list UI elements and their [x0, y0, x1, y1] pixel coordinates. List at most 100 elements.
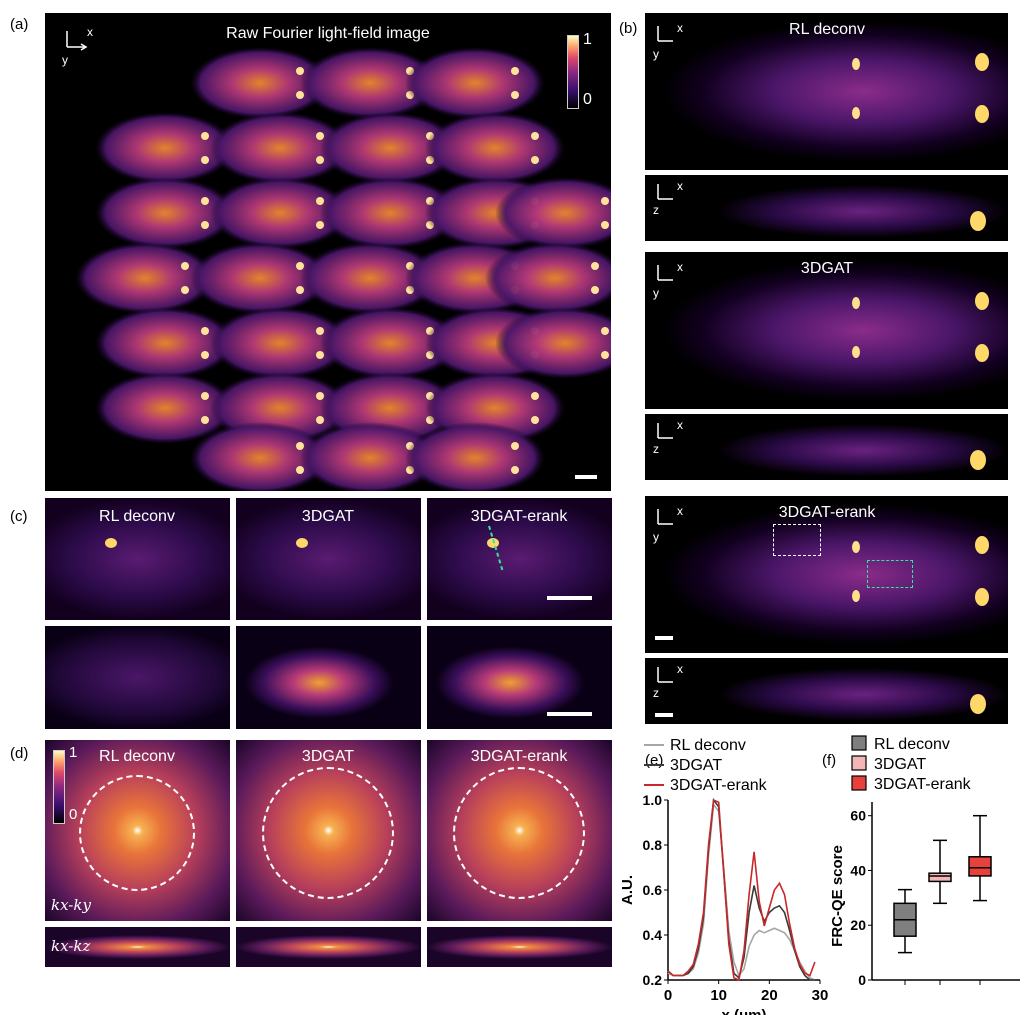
y-tick-label: 0.2 — [643, 972, 663, 988]
line-profile-chart: 0 10 20 30 0.2 0.4 0.6 0.8 1.0 x (μm) A.U. RL decon… — [620, 737, 828, 1015]
y-axis-label: A.U. — [620, 875, 636, 905]
fish-view — [320, 307, 460, 379]
fish-view — [190, 242, 330, 314]
panel-d-title-1: 3DGAT — [301, 748, 355, 765]
spectrum-kxky-0: RL deconv 1 0 kx-ky — [45, 740, 230, 921]
axis-x-label: x — [677, 179, 683, 193]
panel-a-axis-y: y — [62, 53, 68, 67]
xy-view-2: 3DGAT-erank x y — [645, 496, 1008, 653]
eye-spot — [296, 262, 304, 270]
axis-y-label: y — [653, 286, 659, 300]
eye-spot — [316, 327, 324, 335]
zoom-roi1-1: 3DGAT — [236, 498, 421, 620]
eye-spot — [591, 262, 599, 270]
eye-spot — [181, 286, 189, 294]
axis-x-label: x — [677, 260, 683, 274]
legend-label: RL deconv — [670, 737, 746, 754]
panel-a-title: Raw Fourier light-field image — [226, 25, 430, 42]
scale-bar — [655, 713, 673, 717]
x-tick-label: 0 — [664, 987, 672, 1004]
fish-view — [495, 177, 611, 249]
panel-c-title-1: 3DGAT — [301, 508, 355, 525]
xy-axis-icon — [657, 265, 673, 281]
series-line — [667, 798, 816, 982]
eye-spot — [975, 105, 989, 123]
spectrum-kxkz-1 — [236, 927, 421, 967]
colorbar — [53, 750, 65, 824]
panel-b-title-0: RL deconv — [789, 21, 865, 38]
eye-spot — [201, 197, 209, 205]
y-tick-label: 0 — [858, 972, 866, 988]
axis-z-label: z — [653, 203, 659, 217]
bright-spot — [296, 538, 308, 548]
axis-x-label: x — [677, 504, 683, 518]
axis-y-label: y — [653, 47, 659, 61]
eye-spot — [531, 132, 539, 140]
eye-spot — [975, 588, 989, 606]
eye-spot — [511, 442, 519, 450]
scale-bar — [547, 712, 592, 716]
eye-spot — [601, 327, 609, 335]
spectrum-kxky-1: 3DGAT — [236, 740, 421, 921]
fish-view — [190, 47, 330, 119]
x-axis-label: x (μm) — [721, 1007, 766, 1015]
eye-spot — [975, 536, 989, 554]
fish-view — [210, 177, 350, 249]
eye-spot — [296, 286, 304, 294]
eye-spot — [181, 262, 189, 270]
cutoff-circle — [453, 767, 585, 899]
eye-spot — [970, 211, 986, 231]
zoom-roi2-1 — [236, 626, 421, 729]
xy-axis-icon — [66, 31, 88, 51]
colorbar-min: 0 — [583, 91, 592, 108]
eye-spot — [975, 344, 989, 362]
panel-label-b: (b) — [619, 20, 638, 37]
eye-spot — [601, 351, 609, 359]
zoom-roi1-0: RL deconv — [45, 498, 230, 620]
box — [968, 856, 992, 877]
eye-spot — [531, 416, 539, 424]
eye-spot — [511, 466, 519, 474]
eye-spot — [970, 450, 986, 470]
fish-view — [495, 307, 611, 379]
fish-view — [190, 422, 330, 491]
eye-spot — [201, 132, 209, 140]
eye-spot — [296, 67, 304, 75]
eye-spot — [601, 197, 609, 205]
frc-box-chart: 0 20 40 60 FRC-QE score RL deconv 3DGAT 3DGAT-e… — [830, 735, 1020, 988]
series-line — [667, 797, 815, 981]
y-tick-label: 0.4 — [643, 927, 663, 943]
roi-box-green — [867, 560, 913, 588]
eye-spot — [970, 694, 986, 714]
y-tick-label: 60 — [850, 808, 866, 824]
eye-spot — [316, 221, 324, 229]
colorbar-max: 1 — [583, 31, 592, 48]
series-line — [667, 802, 816, 981]
eye-spot — [201, 327, 209, 335]
eye-spot — [531, 156, 539, 164]
eye-spot — [296, 91, 304, 99]
raw-lightfield-image: Raw Fourier light-field image x y 1 0 — [45, 13, 611, 491]
axis-z-label: z — [653, 442, 659, 456]
fish-view — [405, 47, 545, 119]
fish-view — [95, 372, 235, 444]
eye-spot — [316, 416, 324, 424]
bright-spot — [852, 297, 860, 309]
fish-view — [300, 47, 440, 119]
scale-bar — [547, 596, 592, 600]
eye-spot — [201, 392, 209, 400]
legend-swatch — [851, 755, 867, 771]
panel-d-title-0: RL deconv — [99, 748, 175, 765]
eye-spot — [201, 221, 209, 229]
axis-x-label: x — [677, 21, 683, 35]
eye-spot — [316, 392, 324, 400]
y-tick-label: 0.8 — [643, 837, 663, 853]
bright-spot — [852, 58, 860, 70]
zoom-roi2-0 — [45, 626, 230, 729]
eye-spot — [591, 286, 599, 294]
xy-view-1: 3DGAT x y — [645, 252, 1008, 409]
fish-view — [485, 242, 611, 314]
legend-swatch — [851, 775, 867, 791]
